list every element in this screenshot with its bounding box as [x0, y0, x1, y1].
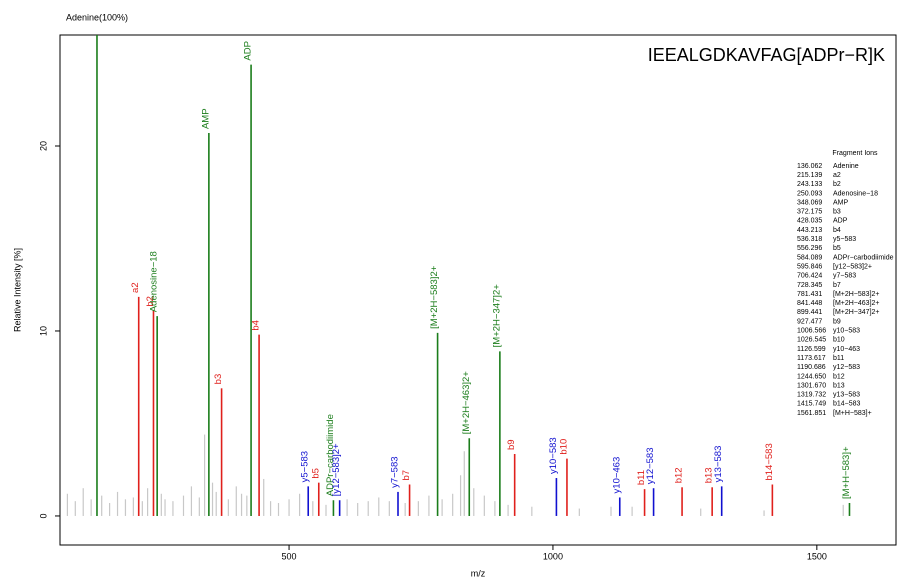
- legend-mz: 428.035: [797, 218, 822, 225]
- legend-name: b9: [833, 318, 841, 325]
- peak-label: b11: [636, 470, 647, 485]
- legend-name: y7−583: [833, 273, 856, 280]
- legend-mz: 243.133: [797, 181, 822, 188]
- peak-label: y10−463: [611, 457, 622, 494]
- legend-name: b12: [833, 373, 845, 380]
- peak-label: b4: [251, 320, 262, 331]
- legend-mz: 372.175: [797, 209, 822, 216]
- legend-mz: 556.296: [797, 245, 822, 252]
- peak-label: [y12−583]2+: [331, 443, 342, 496]
- peak-label: y5−583: [300, 451, 311, 482]
- legend-name: b5: [833, 245, 841, 252]
- peak-label: y7−583: [390, 456, 401, 487]
- peak-label: b9: [506, 439, 517, 450]
- legend-name: [M+2H−347]2+: [833, 309, 880, 316]
- legend-name: y13−583: [833, 392, 860, 399]
- legend-name: a2: [833, 172, 841, 179]
- legend-mz: 1301.670: [797, 382, 826, 389]
- legend-mz: 1319.732: [797, 392, 826, 399]
- peak-label: [M+2H−463]2+: [461, 371, 472, 435]
- legend-mz: 1173.617: [797, 355, 826, 362]
- chart-title: IEEALGDKAVFAG[ADPr−R]K: [648, 45, 885, 65]
- legend-mz: 1190.686: [797, 364, 826, 371]
- peak-label: a2: [130, 282, 141, 293]
- legend-mz: 584.089: [797, 254, 822, 261]
- peak-label: ADPr−carbodiimide: [325, 414, 336, 496]
- peak-label: ADP: [243, 41, 254, 61]
- legend-title: Fragment Ions: [832, 150, 878, 157]
- legend-name: y10−463: [833, 346, 860, 353]
- legend-mz: 215.139: [797, 172, 822, 179]
- x-axis-label: m/z: [471, 568, 486, 578]
- legend-mz: 899.441: [797, 309, 822, 316]
- legend-mz: 1415.749: [797, 401, 826, 408]
- legend-mz: 927.477: [797, 318, 822, 325]
- legend-mz: 348.069: [797, 199, 822, 206]
- legend-name: b14−583: [833, 401, 861, 408]
- legend-name: [M+H−583]+: [833, 410, 872, 417]
- peak-label: y10−583: [548, 437, 559, 474]
- peak-label: b12: [674, 467, 685, 483]
- legend-mz: 1244.650: [797, 373, 826, 380]
- peak-label: b10: [558, 439, 569, 455]
- legend-name: [y12−583]2+: [833, 263, 872, 270]
- legend-name: b3: [833, 209, 841, 216]
- legend-mz: 781.431: [797, 291, 822, 298]
- legend-name: y12−583: [833, 364, 860, 371]
- legend-name: [M+2H−583]2+: [833, 291, 880, 298]
- peak-label: [M+2H−347]2+: [491, 284, 502, 348]
- peak-label: b7: [401, 470, 412, 481]
- legend-mz: 136.062: [797, 163, 822, 170]
- peak-label: b14−583: [764, 443, 775, 480]
- legend-name: y5−583: [833, 236, 856, 243]
- legend-mz: 841.448: [797, 300, 822, 307]
- y-tick-label: 10: [38, 326, 48, 336]
- legend-mz: 706.424: [797, 273, 822, 280]
- peak-label: b3: [213, 374, 224, 385]
- y-axis-label: Relative Intensity [%]: [12, 248, 22, 332]
- plot-frame: [59, 34, 897, 546]
- peak-label: [M+2H−583]2+: [429, 265, 440, 329]
- y-tick-label: 20: [38, 141, 48, 151]
- peak-label: b13: [704, 467, 715, 483]
- legend-name: Adenosine−18: [833, 190, 878, 197]
- x-tick-label: 500: [282, 551, 297, 561]
- peak-label: Adenine(100%): [66, 12, 128, 22]
- legend-name: b13: [833, 382, 845, 389]
- legend-mz: 728.345: [797, 282, 822, 289]
- legend-mz: 536.318: [797, 236, 822, 243]
- legend-name: b4: [833, 227, 841, 234]
- legend-mz: 1126.599: [797, 346, 826, 353]
- x-tick-label: 1000: [543, 551, 563, 561]
- legend-mz: 595.846: [797, 263, 822, 270]
- legend-name: ADPr−carbodiimide: [833, 254, 894, 261]
- legend-name: b7: [833, 282, 841, 289]
- legend-name: ADP: [833, 218, 848, 225]
- peak-label: b5: [310, 468, 321, 479]
- peak-label: y13−583: [713, 446, 724, 483]
- peak-label: AMP: [200, 108, 211, 129]
- legend-mz: 1026.545: [797, 337, 826, 344]
- peak-label: b2: [145, 296, 156, 307]
- legend-name: Adenine: [833, 163, 859, 170]
- peak-label: [M+H−583]+: [841, 446, 852, 499]
- legend-name: b10: [833, 337, 845, 344]
- legend-mz: 250.093: [797, 190, 822, 197]
- legend-mz: 1006.566: [797, 328, 826, 335]
- legend-name: y10−583: [833, 328, 860, 335]
- legend-mz: 443.213: [797, 227, 822, 234]
- legend-name: [M+2H−463]2+: [833, 300, 880, 307]
- legend-name: b2: [833, 181, 841, 188]
- x-tick-label: 1500: [807, 551, 827, 561]
- peak-label: Adenosine−18: [149, 251, 160, 312]
- legend-mz: 1561.851: [797, 410, 826, 417]
- legend-name: b11: [833, 355, 844, 362]
- peak-label: y12−583: [645, 447, 656, 484]
- y-tick-label: 0: [38, 513, 48, 518]
- legend-name: AMP: [833, 199, 849, 206]
